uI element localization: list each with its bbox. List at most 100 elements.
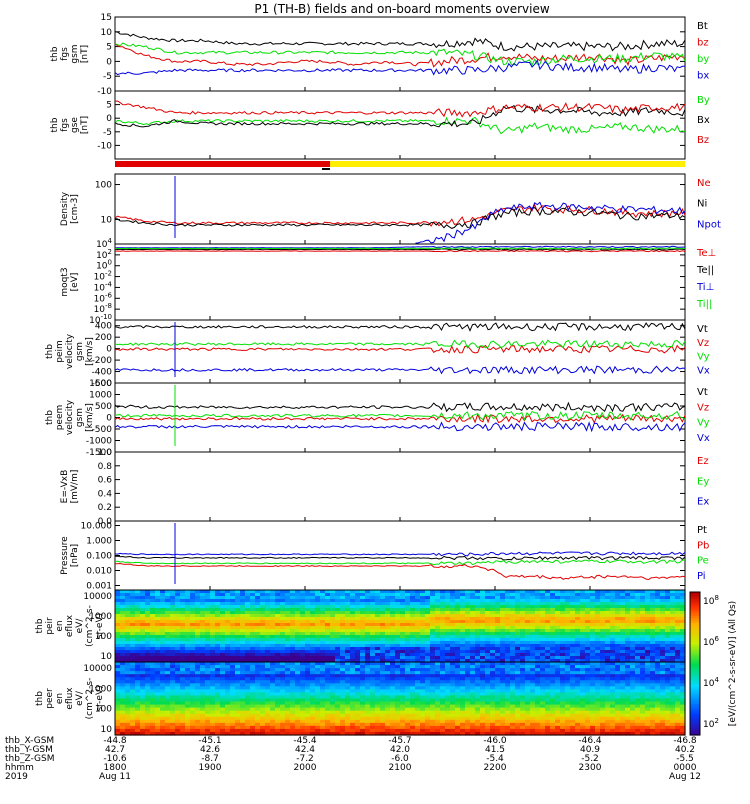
y-tick-label: 0.010 bbox=[86, 566, 112, 576]
y-axis-label: [cm-3] bbox=[70, 194, 80, 224]
panel-frame bbox=[115, 91, 685, 159]
y-axis-label: [nT] bbox=[80, 45, 90, 63]
legend-entry: Ez bbox=[697, 456, 709, 467]
legend-entry: Ti|| bbox=[696, 299, 712, 310]
y-tick-label: 0.8 bbox=[98, 462, 113, 472]
y-axis-label: [eV] bbox=[70, 273, 80, 292]
legend-entry: Vy bbox=[697, 418, 710, 429]
legend-entry: by bbox=[697, 54, 709, 65]
y-axis-label: Density bbox=[60, 191, 70, 226]
y-tick-label: 1000 bbox=[89, 612, 112, 622]
series-line bbox=[115, 32, 685, 51]
series-line bbox=[115, 423, 685, 431]
legend-entry: Te|| bbox=[696, 265, 714, 276]
y-tick-label: -200 bbox=[92, 356, 113, 366]
y-tick-label: -1000 bbox=[86, 437, 112, 447]
y-tick-label: 1.0 bbox=[98, 448, 113, 458]
series-line bbox=[115, 208, 685, 229]
series-line bbox=[115, 323, 685, 331]
y-axis-label: fgs bbox=[60, 47, 70, 61]
y-tick-label: 0.4 bbox=[98, 489, 113, 499]
y-axis-label: [mV/m] bbox=[70, 470, 80, 504]
legend-entry: Ey bbox=[697, 476, 709, 487]
series-line bbox=[115, 564, 685, 580]
y-axis-label: [nT] bbox=[80, 116, 90, 134]
y-tick-label: 10 bbox=[101, 216, 113, 226]
series-line bbox=[115, 556, 685, 560]
legend-entry: Ne bbox=[697, 178, 711, 189]
orbit-bar-red bbox=[115, 161, 330, 167]
legend-entry: bz bbox=[697, 38, 709, 49]
orbit-bar-marker bbox=[322, 168, 330, 170]
legend-entry: Vt bbox=[697, 387, 708, 398]
y-axis-label: [nPa] bbox=[70, 544, 80, 567]
y-axis-label: thb bbox=[50, 117, 60, 132]
legend-entry: Vz bbox=[697, 402, 709, 413]
y-tick-label: 15 bbox=[101, 13, 112, 23]
y-tick-label: 0 bbox=[106, 414, 112, 424]
y-axis-label: thb bbox=[35, 691, 45, 706]
y-tick-label: -400 bbox=[92, 368, 113, 378]
y-tick-label: 1000 bbox=[89, 684, 112, 694]
series-line bbox=[115, 246, 685, 248]
y-axis-label: Pressure bbox=[60, 536, 70, 575]
legend-entry: Vy bbox=[697, 352, 710, 363]
y-tick-exponent: -10 bbox=[101, 313, 112, 321]
y-tick-label: 10000 bbox=[83, 592, 112, 602]
y-axis-label: thb bbox=[45, 410, 55, 425]
legend-entry: Te⊥ bbox=[696, 248, 716, 259]
panel-frame bbox=[115, 244, 685, 320]
y-tick-label: 100 bbox=[95, 632, 112, 642]
y-tick-label: 10 bbox=[101, 725, 113, 735]
panel-frame bbox=[115, 174, 685, 244]
legend-entry: Vt bbox=[697, 324, 708, 335]
series-line bbox=[115, 560, 685, 565]
y-axis-label: peem bbox=[55, 405, 65, 431]
heatmap-cells bbox=[115, 662, 686, 736]
y-axis-label: fgs bbox=[60, 118, 70, 132]
y-tick-label: 500 bbox=[95, 402, 112, 412]
series-line bbox=[115, 205, 685, 226]
y-axis-label: eflux bbox=[65, 614, 75, 637]
legend-entry: Pi bbox=[697, 571, 706, 582]
y-tick-label: 5 bbox=[106, 43, 112, 53]
y-axis-label: eV/ bbox=[75, 690, 85, 706]
y-tick-label: 0.001 bbox=[86, 581, 112, 591]
figure-title: P1 (TH-B) fields and on-board moments ov… bbox=[254, 2, 550, 16]
y-axis-label: gsm bbox=[75, 342, 85, 361]
y-tick-label: 1.000 bbox=[86, 537, 112, 547]
y-tick-exponent: -8 bbox=[105, 302, 112, 310]
y-tick-label: 100 bbox=[95, 705, 112, 715]
y-axis-label: peir bbox=[45, 617, 55, 635]
y-axis-label: eflux bbox=[65, 687, 75, 710]
legend-entry: Ti⊥ bbox=[696, 282, 714, 293]
y-tick-label: -5 bbox=[103, 128, 112, 138]
y-tick-label: 0 bbox=[106, 345, 112, 355]
legend-entry: Vx bbox=[697, 365, 710, 376]
y-tick-label: 200 bbox=[95, 333, 112, 343]
y-axis-label: thb bbox=[45, 344, 55, 359]
y-axis-label: thb bbox=[50, 46, 60, 61]
series-line bbox=[115, 346, 685, 353]
panel-frame bbox=[115, 320, 685, 383]
y-tick-label: 5 bbox=[106, 101, 112, 111]
legend-entry: Bt bbox=[697, 21, 708, 32]
y-tick-label: 10 bbox=[101, 652, 113, 662]
y-tick-exponent: -6 bbox=[105, 291, 113, 299]
y-axis-label: gsm bbox=[70, 44, 80, 63]
y-axis-label: velocity bbox=[65, 399, 75, 435]
y-tick-label: 0.2 bbox=[98, 503, 112, 513]
y-tick-exponent: 2 bbox=[108, 248, 112, 256]
y-axis-label: peim bbox=[55, 340, 65, 363]
series-line bbox=[115, 552, 685, 556]
heatmap-cells bbox=[115, 590, 686, 663]
legend-entry: Vz bbox=[697, 338, 709, 349]
panel-temperature: moqt3[eV]10410210010-210-410-610-810-10T… bbox=[60, 237, 716, 326]
